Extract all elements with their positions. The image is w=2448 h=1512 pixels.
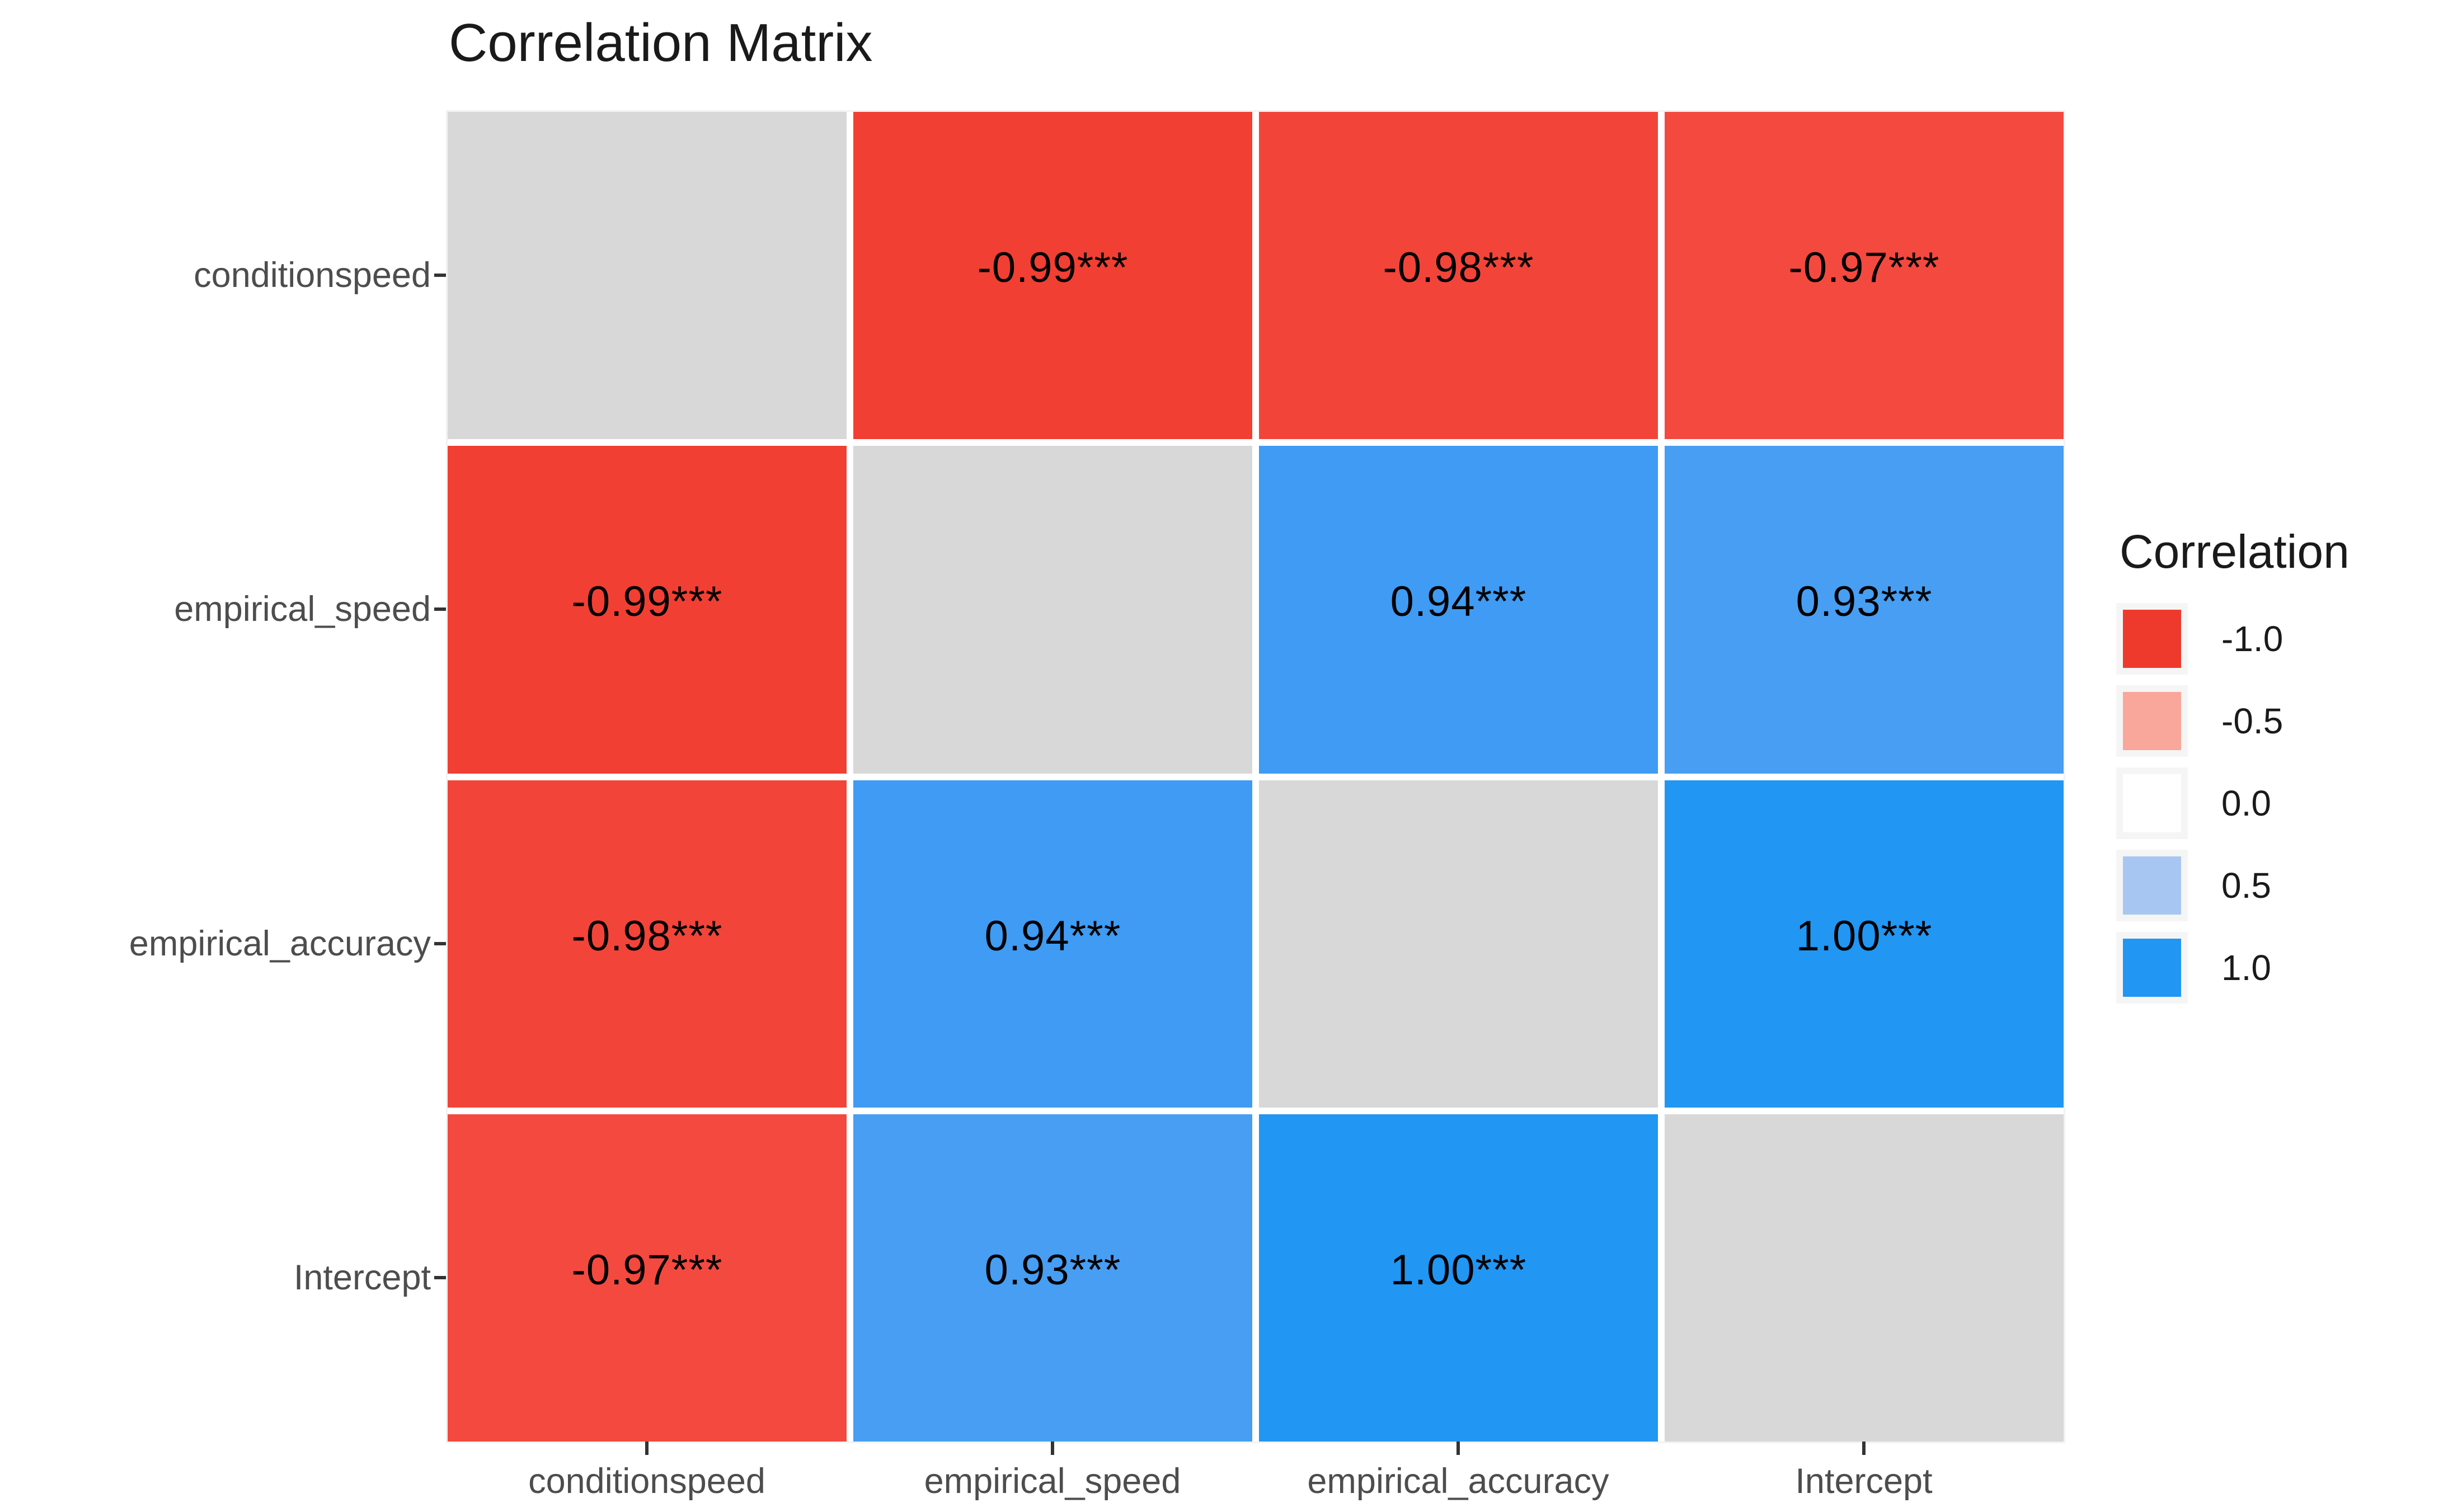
legend-entry: -1.0 bbox=[2116, 603, 2446, 675]
matrix-cell-r1c1 bbox=[853, 446, 1252, 774]
legend-key bbox=[2116, 850, 2188, 921]
x-axis-label-empirical-speed: empirical_speed bbox=[924, 1462, 1181, 1501]
legend-label: -0.5 bbox=[2221, 701, 2283, 741]
legend-label: 0.5 bbox=[2221, 865, 2271, 906]
matrix-cell-r1c0: -0.99*** bbox=[448, 446, 847, 774]
legend-key bbox=[2116, 685, 2188, 757]
legend-key bbox=[2116, 767, 2188, 839]
legend-entry: -0.5 bbox=[2116, 685, 2446, 757]
x-axis-label-conditionspeed: conditionspeed bbox=[528, 1462, 765, 1501]
matrix-cell-r2c0: -0.98*** bbox=[448, 780, 847, 1108]
legend-entry: 0.0 bbox=[2116, 767, 2446, 839]
x-tick bbox=[645, 1442, 649, 1455]
legend-title: Correlation bbox=[2120, 525, 2350, 578]
legend-label: 1.0 bbox=[2221, 948, 2271, 988]
x-tick bbox=[1051, 1442, 1054, 1455]
heatmap-panel: -0.99*** -0.98*** -0.97*** -0.99*** 0.94… bbox=[446, 110, 2065, 1443]
matrix-cell-r1c3: 0.93*** bbox=[1665, 446, 2064, 774]
y-tick bbox=[434, 942, 448, 945]
matrix-cell-r1c2: 0.94*** bbox=[1259, 446, 1658, 774]
matrix-cell-r2c1: 0.94*** bbox=[853, 780, 1252, 1108]
matrix-cell-r3c2: 1.00*** bbox=[1259, 1114, 1658, 1442]
x-tick bbox=[1456, 1442, 1460, 1455]
x-axis-label-empirical-accuracy: empirical_accuracy bbox=[1307, 1462, 1609, 1501]
matrix-cell-r2c2 bbox=[1259, 780, 1658, 1108]
matrix-cell-r3c1: 0.93*** bbox=[853, 1114, 1252, 1442]
legend-swatch-pos-1 bbox=[2123, 939, 2181, 997]
matrix-cell-r0c3: -0.97*** bbox=[1665, 112, 2064, 440]
legend-swatch-zero bbox=[2123, 774, 2181, 832]
y-tick bbox=[434, 274, 448, 277]
legend-swatch-pos-05 bbox=[2123, 856, 2181, 915]
matrix-cell-r2c3: 1.00*** bbox=[1665, 780, 2064, 1108]
y-axis-label-intercept: Intercept bbox=[293, 1258, 431, 1297]
legend-swatch-neg-1 bbox=[2123, 610, 2181, 668]
matrix-cell-r0c1: -0.99*** bbox=[853, 112, 1252, 440]
matrix-cell-r0c2: -0.98*** bbox=[1259, 112, 1658, 440]
legend: Correlation -1.0 -0.5 0.0 0.5 bbox=[2116, 525, 2446, 1014]
x-axis-label-intercept: Intercept bbox=[1795, 1462, 1933, 1501]
matrix-cell-r3c0: -0.97*** bbox=[448, 1114, 847, 1442]
y-axis-label-empirical-speed: empirical_speed bbox=[174, 590, 431, 629]
y-axis-label-conditionspeed: conditionspeed bbox=[194, 256, 431, 295]
legend-label: 0.0 bbox=[2221, 783, 2271, 823]
chart-title: Correlation Matrix bbox=[449, 13, 873, 73]
y-tick bbox=[434, 1276, 448, 1279]
matrix-cell-r3c3 bbox=[1665, 1114, 2064, 1442]
legend-key bbox=[2116, 603, 2188, 675]
legend-entry: 1.0 bbox=[2116, 932, 2446, 1004]
x-tick bbox=[1862, 1442, 1866, 1455]
y-axis-label-empirical-accuracy: empirical_accuracy bbox=[129, 924, 431, 963]
legend-label: -1.0 bbox=[2221, 619, 2283, 659]
matrix-cell-r0c0 bbox=[448, 112, 847, 440]
legend-swatch-neg-05 bbox=[2123, 692, 2181, 750]
legend-key bbox=[2116, 932, 2188, 1004]
legend-entry: 0.5 bbox=[2116, 850, 2446, 921]
y-tick bbox=[434, 607, 448, 611]
